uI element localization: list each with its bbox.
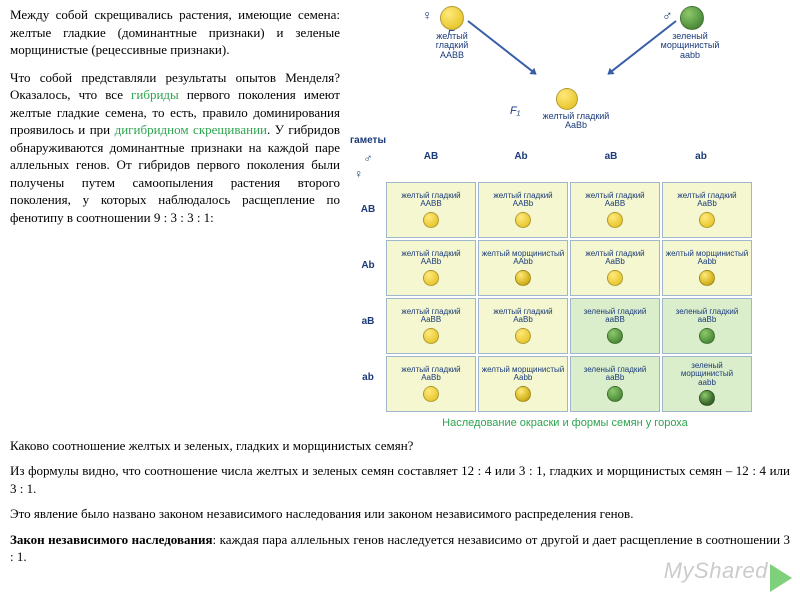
pea-icon <box>607 212 623 228</box>
pea-icon <box>423 212 439 228</box>
diagram-caption: Наследование окраски и формы семян у гор… <box>350 416 780 431</box>
label-F1: F₁ <box>510 104 520 119</box>
law-label: Закон независимого наследования <box>10 532 213 547</box>
row-header: Ab <box>350 238 386 294</box>
punnett-cell: желтый морщинистыйAAbb <box>478 240 568 296</box>
punnett-square: ABAbaBab желтый гладкийAABBжелтый гладки… <box>350 182 780 412</box>
pea-icon <box>699 390 715 406</box>
pea-icon <box>423 270 439 286</box>
punnett-cell: зеленый гладкийaaBb <box>570 356 660 412</box>
pea-icon <box>607 386 623 402</box>
gametes-word: гаметы <box>350 135 386 146</box>
pea-parent-yellow <box>440 6 464 30</box>
punnett-cell: желтый гладкийAaBb <box>478 298 568 354</box>
parent-yellow-label: желтый гладкий AABB <box>412 32 492 60</box>
col-header: aB <box>566 150 656 166</box>
paragraph-1: Между собой скрещивались растения, имеющ… <box>10 6 340 59</box>
punnett-cell: желтый гладкийAaBB <box>570 182 660 238</box>
punnett-cell: желтый гладкийAaBb <box>386 356 476 412</box>
punnett-cell: желтый морщинистыйAabb <box>662 240 752 296</box>
punnett-cell: желтый гладкийAABB <box>386 182 476 238</box>
word-dihybrid: дигибридном скрещивании <box>115 122 267 137</box>
female-gamete-symbol: ♀ <box>354 167 363 181</box>
punnett-cell: желтый морщинистыйAabb <box>478 356 568 412</box>
pea-icon <box>699 270 715 286</box>
pea-icon <box>607 270 623 286</box>
pea-icon <box>515 270 531 286</box>
punnett-cell: желтый гладкийAABb <box>478 182 568 238</box>
pea-f1 <box>556 88 578 110</box>
f1-label: желтый гладкийAaBb <box>526 112 626 131</box>
punnett-cell: желтый гладкийAaBb <box>570 240 660 296</box>
paragraph-2: Что собой представляли результаты опытов… <box>10 69 340 227</box>
para2c: . У гибридов обнаруживаются доминантные … <box>10 122 340 225</box>
punnett-grid: желтый гладкийAABBжелтый гладкийAABbжелт… <box>386 182 752 412</box>
row-header: ab <box>350 350 386 406</box>
col-header: AB <box>386 150 476 166</box>
punnett-cell: желтый гладкийAaBB <box>386 298 476 354</box>
row-header: AB <box>350 182 386 238</box>
punnett-cell: желтый гладкийAaBb <box>662 182 752 238</box>
pea-icon <box>515 328 531 344</box>
punnett-row-headers: ABAbaBab <box>350 182 386 412</box>
male-gamete-symbol: ♂ <box>350 150 386 166</box>
female-symbol: ♀ <box>422 6 433 25</box>
pea-icon <box>699 328 715 344</box>
pea-icon <box>699 212 715 228</box>
col-header: ab <box>656 150 746 166</box>
pea-parent-green <box>680 6 704 30</box>
word-hybrids: гибриды <box>131 87 179 102</box>
pea-icon <box>607 328 623 344</box>
pea-icon <box>423 328 439 344</box>
next-arrow-button[interactable] <box>770 564 792 592</box>
punnett-cell: зеленый гладкийaaBb <box>662 298 752 354</box>
row-header: aB <box>350 294 386 350</box>
punnett-cell: зеленый морщинистыйaabb <box>662 356 752 412</box>
pea-icon <box>515 212 531 228</box>
question-1: Каково соотношение желтых и зеленых, гла… <box>10 437 790 455</box>
pea-icon <box>515 386 531 402</box>
pea-icon <box>423 386 439 402</box>
parent-green-label: зеленый морщинистый aabb <box>650 32 730 60</box>
col-header: Ab <box>476 150 566 166</box>
inheritance-diagram: P ♀ желтый гладкий AABB ♂ зеленый морщин… <box>350 6 780 431</box>
punnett-cell: зеленый гладкийaaBB <box>570 298 660 354</box>
punnett-cell: желтый гладкийAABb <box>386 240 476 296</box>
punnett-col-headers: ABAbaBab <box>386 150 746 166</box>
question-2: Из формулы видно, что соотношение числа … <box>10 462 790 497</box>
law-paragraph: Закон независимого наследования: каждая … <box>10 531 790 566</box>
question-3: Это явление было названо законом независ… <box>10 505 790 523</box>
